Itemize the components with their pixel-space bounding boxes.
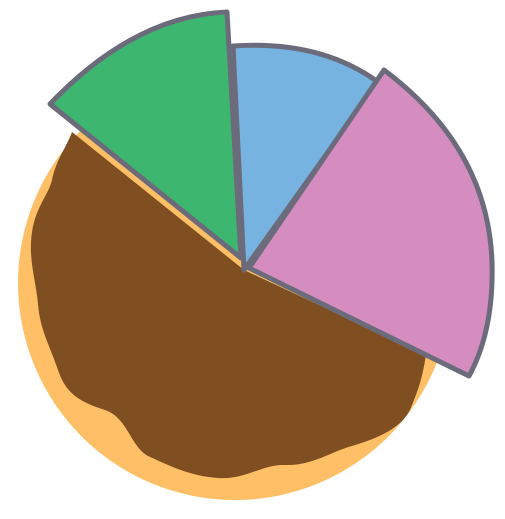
pie-slice-green xyxy=(47,9,244,261)
pie-slice-pink xyxy=(246,67,495,379)
chocolate-glaze-shape xyxy=(30,132,426,479)
pie-slice-blue xyxy=(230,42,381,273)
